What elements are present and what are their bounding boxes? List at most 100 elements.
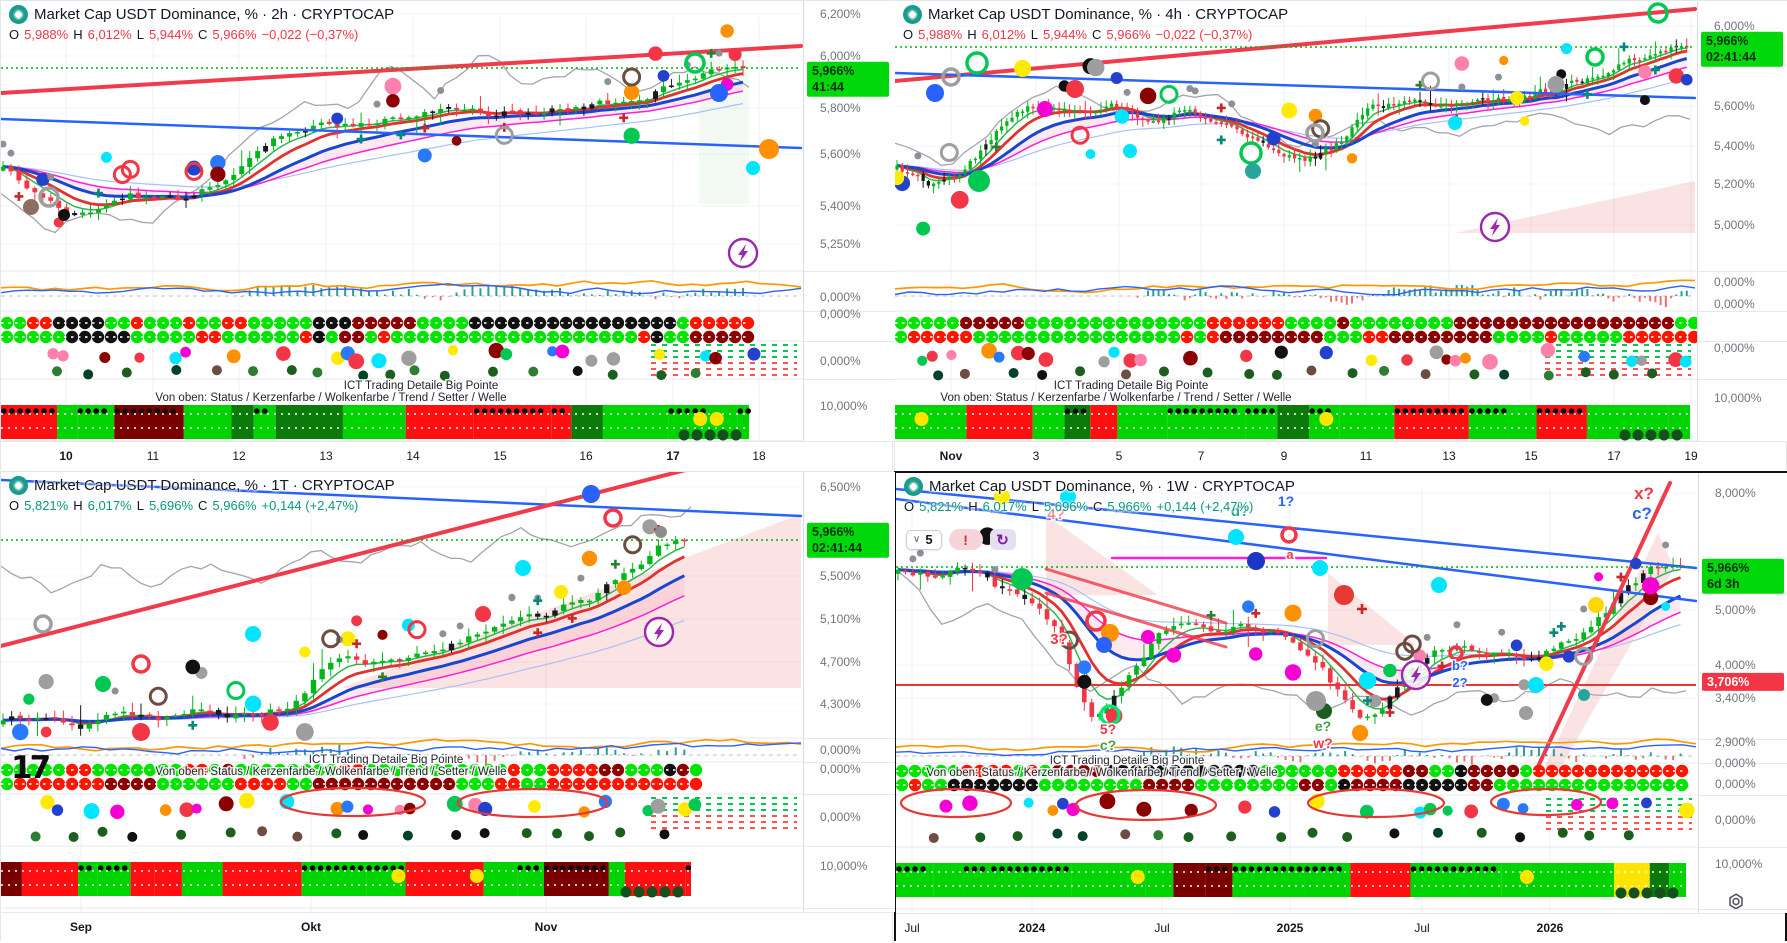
time-label: 15 [1524, 449, 1537, 463]
flash-icon[interactable] [1402, 661, 1430, 689]
pane-separator [804, 271, 895, 272]
indicator-overlay-text: ICT Trading Detaile Big Pointe [309, 754, 463, 766]
pane-separator [804, 908, 895, 909]
time-label: 17 [1607, 449, 1620, 463]
time-label: 19 [1684, 449, 1697, 463]
pane-separator [804, 379, 895, 380]
last-price-tag: 5,966%02:41:44 [807, 523, 889, 558]
indicator-overlay-text: ICT Trading Detaile Big Pointe [1050, 755, 1204, 767]
bar-countdown: 41:44 [812, 79, 884, 95]
time-label: 9 [1281, 449, 1288, 463]
indicator-overlay-text: ICT Trading Detaile Big Pointe [344, 380, 498, 392]
wave-annotation: b? [1452, 658, 1468, 673]
indicator-overlay-text: ICT Trading Detaile Big Pointe [1054, 380, 1208, 392]
refresh-icon[interactable]: ↻ [990, 529, 1016, 550]
price-label: 0,000% [820, 307, 861, 321]
last-price-tag: 5,966%41:44 [807, 62, 889, 97]
last-price-value: 5,966% [1706, 33, 1778, 49]
wave-annotation: 1? [1278, 493, 1294, 509]
price-label: 6,500% [820, 480, 861, 494]
price-label: 0,000% [820, 743, 861, 757]
price-label: 5,600% [1714, 99, 1755, 113]
chevron-down-icon: ∨ [913, 534, 920, 545]
time-label: 18 [752, 449, 765, 463]
price-label: 5,000% [1715, 603, 1756, 617]
pane-separator [1699, 847, 1787, 848]
price-label: 5,500% [820, 569, 861, 583]
price-label: 0,000% [820, 354, 861, 368]
time-label: 13 [1442, 449, 1455, 463]
price-label: 0,000% [1715, 777, 1756, 791]
flash-icon[interactable] [729, 239, 757, 267]
wave-annotation: c? [1100, 737, 1116, 753]
price-label: 8,000% [1715, 486, 1756, 500]
price-label: 0,000% [1715, 813, 1756, 827]
time-label: 2025 [1277, 921, 1304, 935]
last-price-value: 5,966% [812, 63, 884, 79]
last-price-value: 5,966% [1707, 560, 1779, 576]
time-label: 7 [1198, 449, 1205, 463]
indicator-overlay-text: Von oben: Status / Kerzenfarbe / Wolkenf… [940, 392, 1291, 404]
price-label: 5,000% [1714, 218, 1755, 232]
last-price-value: 5,966% [812, 524, 884, 540]
price-label: 5,400% [820, 199, 861, 213]
price-label: 0,000% [1715, 756, 1756, 770]
time-label: 15 [493, 449, 506, 463]
flash-icon[interactable] [645, 618, 673, 646]
price-label: 5,800% [820, 101, 861, 115]
flash-icon[interactable] [1481, 213, 1509, 241]
price-label: 6,200% [820, 7, 861, 21]
price-label: 5,400% [1714, 139, 1755, 153]
time-label: Jul [1414, 921, 1429, 935]
price-label: 0,000% [1714, 297, 1755, 311]
indicator-overlay-text: Von oben: Status / Kerzenfarbe / Wolkenf… [155, 766, 506, 778]
time-label: Nov [535, 920, 558, 934]
time-label: 13 [319, 449, 332, 463]
warning-badge[interactable]: ! [949, 529, 983, 550]
bar-countdown: 02:41:44 [1706, 49, 1778, 65]
wave-annotation: x? [1634, 484, 1654, 503]
price-label: 4,000% [1715, 658, 1756, 672]
wave-annotation: 4? [1047, 506, 1065, 523]
price-label: 2,900% [1715, 735, 1756, 749]
time-label: Sep [70, 920, 92, 934]
price-label: 5,600% [820, 147, 861, 161]
price-label: 10,000% [820, 399, 867, 413]
wave-annotation: d? [1231, 503, 1249, 520]
time-label: 11 [1360, 449, 1372, 463]
price-label: 4,300% [820, 697, 861, 711]
last-price-tag: 5,966%6d 3h [1702, 559, 1784, 594]
bar-countdown: 6d 3h [1707, 576, 1779, 592]
time-label: Jul [1154, 921, 1169, 935]
price-scale[interactable]: 6,000%5,600%5,400%5,200%5,000%0,000%0,00… [1697, 1, 1787, 441]
price-scale[interactable]: 6,500%5,500%5,100%4,700%4,300%0,000%0,00… [803, 472, 895, 912]
time-label: 3 [1033, 449, 1040, 463]
time-label: 2026 [1537, 921, 1564, 935]
price-scale[interactable]: 8,000%5,000%4,000%3,400%2,900%0,000%0,00… [1698, 473, 1787, 913]
pane-separator [1699, 909, 1787, 910]
wave-annotation: 3? [1050, 631, 1068, 648]
time-label: 17 [666, 449, 679, 463]
time-label: 11 [147, 449, 159, 463]
indicator-overlay-text: Von oben: Status / Kerzenfarbe / Wolkenf… [155, 392, 506, 404]
price-label: 5,100% [820, 612, 861, 626]
alert-level-tag: 3,706% [1702, 673, 1784, 691]
price-label: 5,200% [1714, 177, 1755, 191]
price-scale[interactable]: 6,200%6,000%5,800%5,600%5,400%5,250%0,00… [803, 1, 895, 441]
interval-quick-chip[interactable]: ∨ 5 [906, 530, 942, 550]
pane-separator [804, 738, 895, 739]
time-label: 5 [1116, 449, 1123, 463]
price-label: 10,000% [820, 859, 867, 873]
